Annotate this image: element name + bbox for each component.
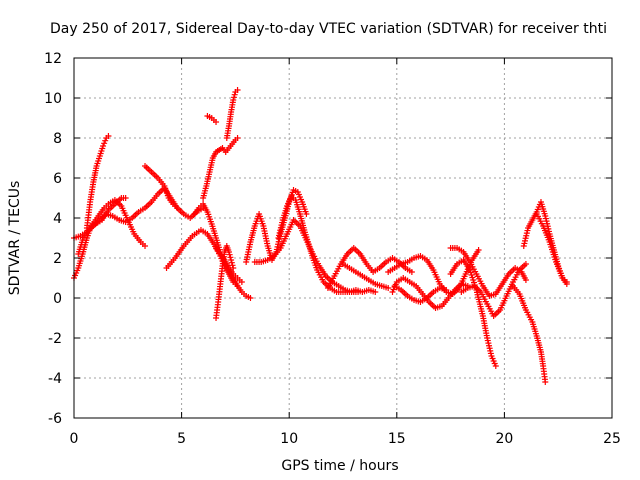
- x-tick-label: 5: [177, 431, 186, 447]
- x-tick-label: 15: [388, 431, 406, 447]
- series-arc-5: [142, 163, 181, 211]
- data-point: [228, 257, 235, 263]
- series-arc-24: [510, 283, 549, 385]
- series-arc-17: [340, 261, 392, 291]
- plot-frame: [73, 57, 613, 419]
- series-arc-23: [458, 261, 529, 319]
- y-tick-label: 0: [53, 291, 62, 307]
- series-arc-12: [213, 245, 245, 285]
- axis-ticks: 0 5 10 15 20 25 -6 -4 -2 0 2 4 6 8 10 12: [44, 51, 621, 447]
- x-tick-label: 10: [280, 431, 298, 447]
- chart-title: Day 250 of 2017, Sidereal Day-to-day VTE…: [50, 21, 607, 37]
- data-point: [228, 259, 235, 266]
- data-point: [475, 247, 482, 253]
- series-arc-26: [533, 211, 570, 287]
- data-point: [225, 249, 232, 255]
- series-arc-22: [447, 257, 499, 369]
- data-point: [372, 289, 379, 295]
- grid: [74, 58, 612, 418]
- data-point: [234, 135, 241, 141]
- y-tick-label: 6: [53, 171, 62, 187]
- data-point: [174, 205, 181, 211]
- series-arc-20: [391, 283, 450, 305]
- data-point: [303, 211, 310, 217]
- y-tick-label: 12: [44, 51, 62, 67]
- x-tick-label: 0: [70, 431, 79, 447]
- series-arc-10: [223, 87, 241, 141]
- data-point: [227, 254, 234, 261]
- data-point: [492, 363, 499, 369]
- data-point: [213, 119, 220, 125]
- series-arc-8: [200, 135, 241, 201]
- data-point: [408, 269, 415, 275]
- y-tick-label: -6: [48, 411, 62, 427]
- series-arc-4: [75, 195, 129, 257]
- data-point: [142, 243, 149, 249]
- y-tick-label: -2: [48, 331, 62, 347]
- data-point: [443, 287, 450, 293]
- data-series: [71, 87, 570, 385]
- data-point: [105, 133, 112, 139]
- data-point: [238, 279, 245, 285]
- data-point: [229, 262, 236, 269]
- data-point: [542, 379, 549, 385]
- y-tick-label: 8: [53, 131, 62, 147]
- data-point: [101, 140, 108, 147]
- series-arc-25: [520, 199, 570, 285]
- x-tick-label: 20: [495, 431, 513, 447]
- series-arc-21: [447, 245, 529, 299]
- y-tick-label: 10: [44, 91, 62, 107]
- data-point: [563, 281, 570, 287]
- y-tick-label: 4: [53, 211, 62, 227]
- data-point: [247, 295, 254, 301]
- data-point: [522, 277, 529, 283]
- series-arc-6: [163, 227, 241, 289]
- data-point: [230, 97, 237, 103]
- data-point: [385, 285, 392, 291]
- data-point: [102, 137, 109, 144]
- y-tick-label: 2: [53, 251, 62, 267]
- data-point: [230, 94, 237, 101]
- y-axis-title: SDTVAR / TECUs: [7, 181, 23, 296]
- x-tick-label: 25: [603, 431, 621, 447]
- x-axis-title: GPS time / hours: [281, 458, 398, 474]
- y-tick-label: -4: [48, 371, 62, 387]
- data-point: [100, 143, 107, 149]
- series-arc-9: [204, 113, 220, 125]
- data-point: [231, 91, 238, 98]
- series-arc-15: [275, 193, 379, 295]
- data-point: [234, 87, 241, 93]
- data-point: [522, 261, 529, 267]
- series-arc-19: [389, 275, 471, 311]
- data-point: [226, 251, 233, 258]
- data-point: [122, 195, 129, 201]
